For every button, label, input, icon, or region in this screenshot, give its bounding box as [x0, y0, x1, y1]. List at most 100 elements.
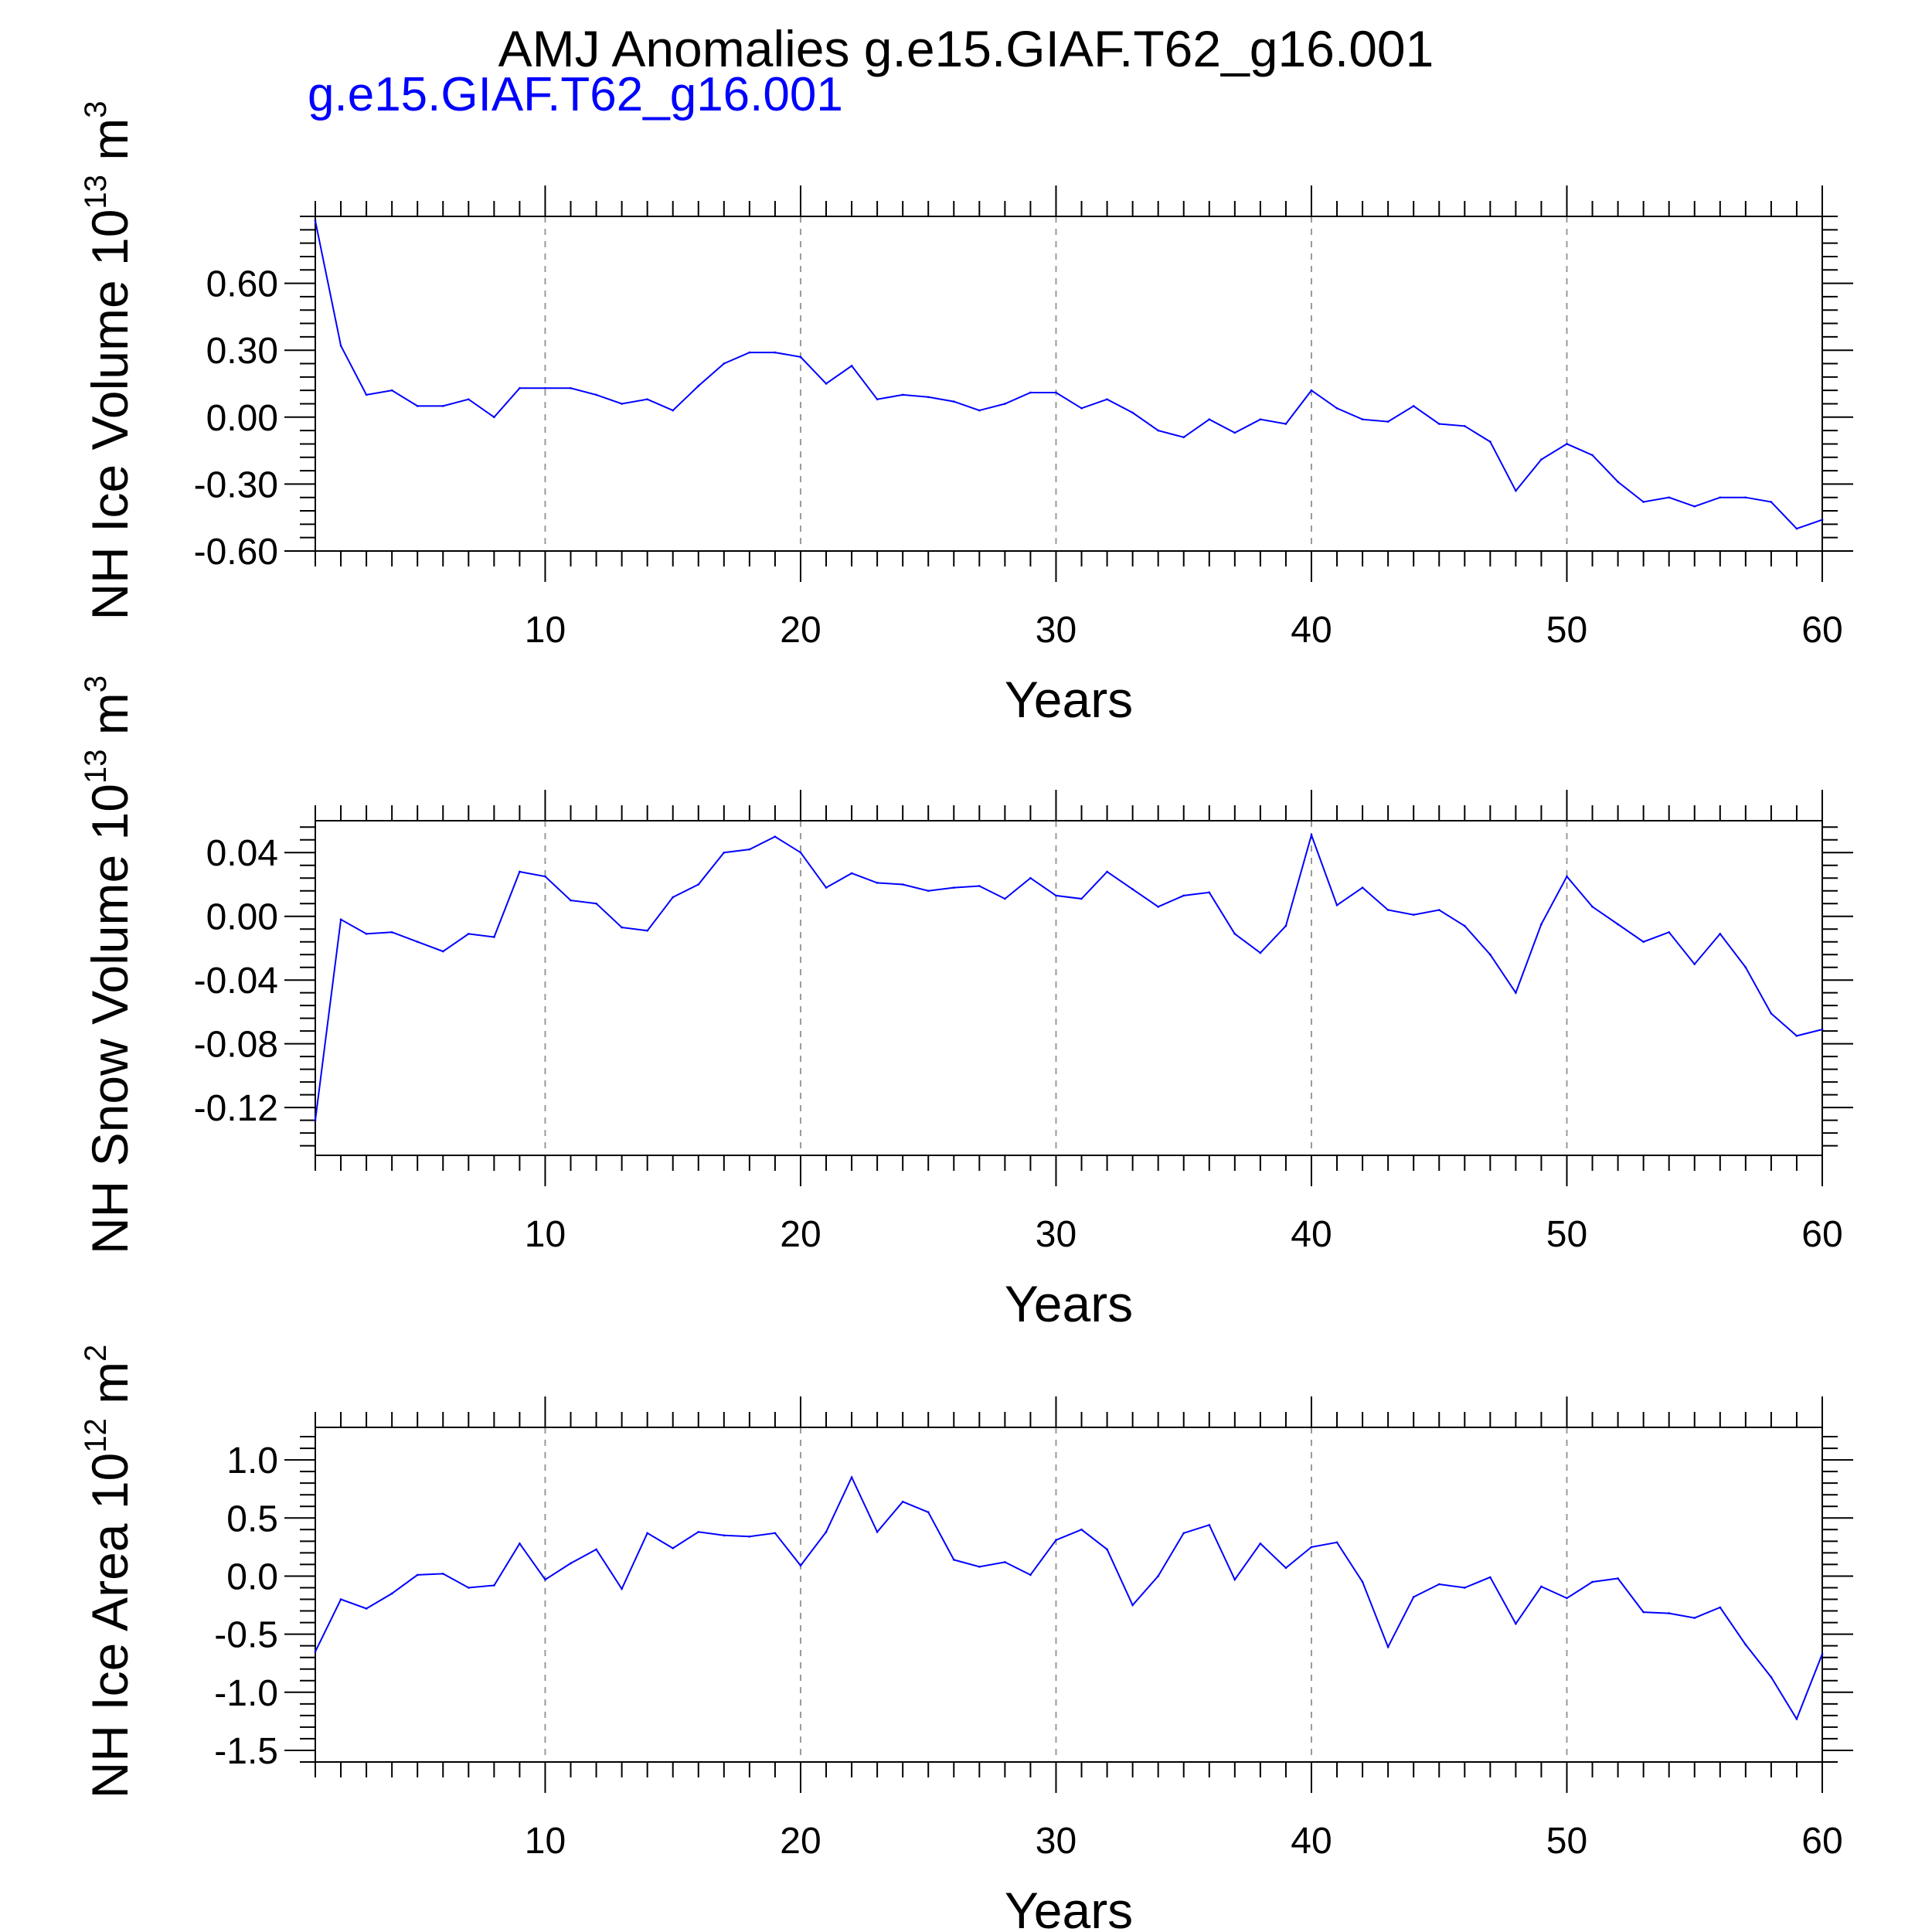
y-axis-label-text: NH Snow Volume 10	[81, 784, 138, 1254]
y-tick-label: 0.5	[226, 1498, 278, 1539]
data-point	[1080, 1528, 1083, 1531]
data-point	[441, 1572, 444, 1575]
data-point	[850, 1476, 853, 1479]
data-point	[1054, 391, 1057, 394]
data-point	[1565, 875, 1568, 878]
data-point	[416, 404, 419, 407]
data-point	[978, 409, 981, 412]
data-point	[1591, 1580, 1594, 1583]
data-point	[850, 872, 853, 875]
y-axis-label-text: NH Ice Area 10	[81, 1453, 138, 1799]
data-point	[1310, 834, 1313, 837]
data-point	[952, 400, 955, 403]
data-point	[467, 398, 470, 401]
data-point	[1003, 1560, 1006, 1563]
y-tick-label: 0.04	[206, 833, 278, 874]
y-tick-label: 0.0	[226, 1556, 278, 1597]
data-point	[1208, 1523, 1211, 1526]
data-point	[901, 393, 904, 396]
data-point	[1463, 424, 1466, 427]
data-point	[1514, 489, 1517, 492]
data-point	[1157, 429, 1160, 432]
data-point	[799, 355, 802, 359]
y-tick-label: -0.08	[194, 1025, 278, 1066]
data-point	[390, 1592, 393, 1595]
data-point	[1463, 924, 1466, 927]
data-point	[697, 883, 700, 886]
y-axis-label-text: NH Ice Volume 10	[81, 209, 138, 621]
data-point	[1003, 897, 1006, 900]
data-point	[1642, 940, 1645, 944]
x-axis-label: Years	[1005, 1275, 1133, 1332]
data-point	[646, 1532, 649, 1535]
data-point	[543, 875, 546, 878]
data-point	[1284, 1566, 1287, 1570]
data-point	[1233, 932, 1236, 935]
y-axis-label-unit-exponent: 3	[79, 100, 113, 117]
y-tick-label: 0.60	[206, 264, 278, 305]
x-tick-label: 10	[525, 1821, 566, 1862]
ice-volume-panel: -0.60 -0.30 0.00 0.30 0.60 10 20 30 40 50 60 Years N…	[79, 100, 1853, 728]
data-point	[314, 1650, 317, 1653]
y-axis-label-unit: m	[81, 1362, 138, 1418]
data-point	[1693, 505, 1696, 508]
data-point	[1412, 404, 1415, 407]
data-point	[1335, 406, 1338, 410]
data-point	[518, 870, 521, 873]
x-tick-label: 40	[1291, 610, 1332, 651]
data-point	[621, 402, 624, 405]
x-tick-label: 50	[1546, 1821, 1587, 1862]
data-point	[927, 396, 930, 399]
y-tick-label: -0.04	[194, 961, 278, 1002]
y-axis-label-exponent: 13	[79, 750, 113, 784]
series-line	[315, 832, 1823, 1121]
x-tick-label: 30	[1036, 1821, 1077, 1862]
x-axis-label: Years	[1005, 1882, 1133, 1932]
data-point	[774, 835, 777, 838]
data-point	[1565, 442, 1568, 445]
data-point	[876, 398, 879, 401]
data-point	[1437, 422, 1440, 425]
data-point	[1412, 913, 1415, 917]
data-point	[1463, 1586, 1466, 1589]
data-point	[1310, 389, 1313, 392]
y-axis-label-unit-exponent: 2	[79, 1345, 113, 1362]
data-point	[1744, 1643, 1747, 1646]
data-point	[774, 351, 777, 354]
data-point	[1080, 406, 1083, 410]
data-point	[1310, 1546, 1313, 1549]
data-point	[1514, 992, 1517, 995]
data-point	[1259, 1542, 1262, 1545]
x-tick-label: 10	[525, 610, 566, 651]
data-point	[467, 932, 470, 935]
ice-area-panel: -1.5 -1.0 -0.5 0.0 0.5 1.0 10 20 30 40 50 60 Years NH…	[79, 1345, 1853, 1932]
data-point	[901, 883, 904, 886]
data-point	[1361, 418, 1364, 421]
y-axis-label-exponent: 12	[79, 1418, 113, 1453]
data-point	[543, 386, 546, 389]
y-axis-label: NH Snow Volume 1013 m3	[79, 675, 138, 1254]
series-line	[315, 220, 1823, 530]
x-axis-label: Years	[1005, 671, 1133, 728]
x-tick-label: 20	[780, 1821, 821, 1862]
data-point	[1003, 402, 1006, 405]
data-point	[1412, 1596, 1415, 1599]
x-tick-label: 30	[1036, 610, 1077, 651]
data-point	[1054, 894, 1057, 897]
data-point	[1488, 1576, 1492, 1579]
data-point	[441, 404, 444, 407]
data-point	[748, 351, 751, 354]
data-point	[825, 383, 828, 385]
data-point	[1539, 923, 1543, 926]
data-point	[1386, 1645, 1389, 1648]
plot-frame	[315, 1427, 1823, 1763]
x-tick-label: 20	[780, 610, 821, 651]
data-point	[1821, 1652, 1824, 1655]
data-point	[1233, 431, 1236, 434]
data-point	[978, 885, 981, 888]
y-axis-label-unit-exponent: 3	[79, 675, 113, 692]
data-point	[1591, 905, 1594, 908]
data-point	[1591, 454, 1594, 457]
data-point	[1029, 876, 1032, 879]
